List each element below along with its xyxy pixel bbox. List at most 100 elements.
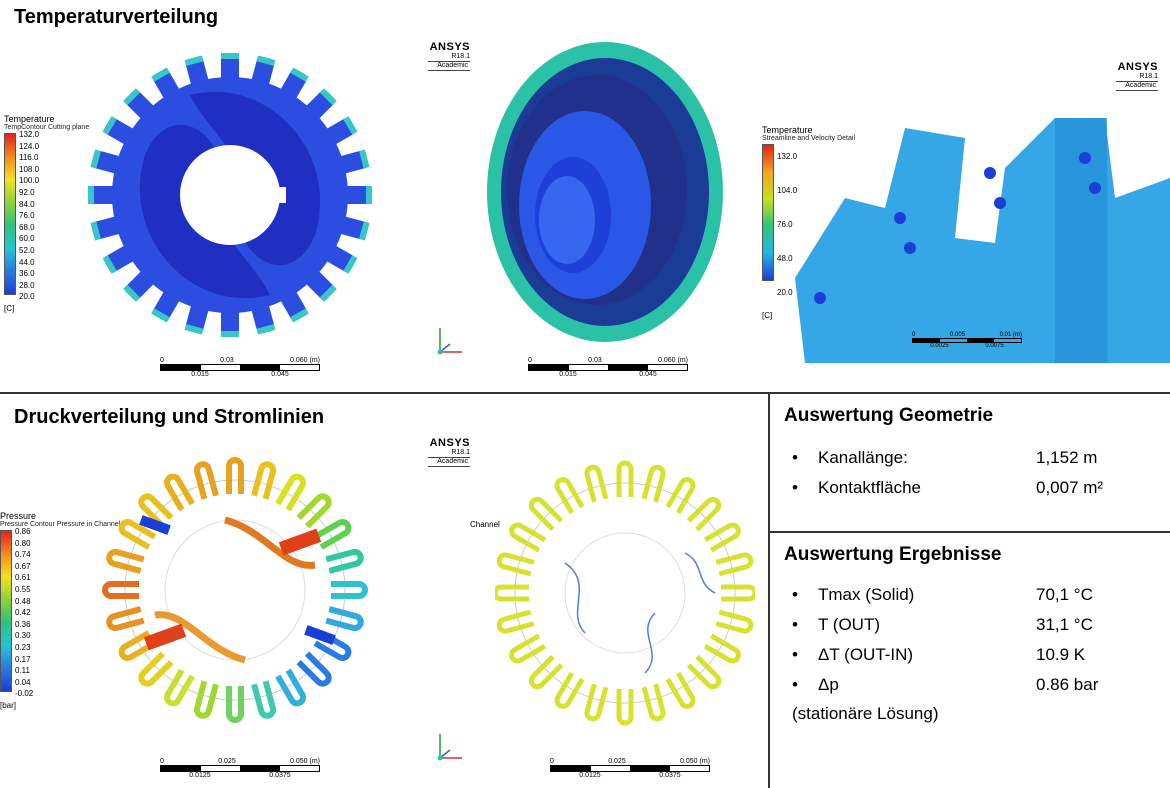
legend-tick-labels: 132.0 124.0 116.0 108.0 100.0 92.0 84.0 76.0 68.…: [19, 129, 39, 303]
results-panel: Auswertung Ergebnisse • Tmax (Solid) 70,…: [784, 544, 1154, 724]
scale-tick: 0.0025: [930, 343, 949, 349]
row-value: 10.9 K: [1036, 645, 1086, 664]
legend-tick: 76.0: [19, 211, 35, 221]
row-value: 0.86 bar: [1036, 675, 1099, 694]
ansys-logo-3: ANSYS R18.1 Academic: [428, 437, 470, 467]
scale-tick: 0.015: [191, 371, 209, 378]
row-label: Tmax (Solid): [818, 585, 915, 604]
scale-tick: 0.025: [218, 758, 236, 765]
legend-color-bar: [0, 530, 12, 692]
scale-bar-5: 0 0.025 0.050 (m) 0.0125 0.0375: [550, 758, 710, 779]
geometry-panel: Auswertung Geometrie • Kanallänge: 1,152…: [784, 405, 1154, 503]
geometry-row: • Kanallänge: 1,152 m: [792, 443, 1154, 473]
legend-tick: 0.74: [15, 550, 31, 560]
scale-tick: 0.0375: [659, 772, 681, 779]
legend-tick: 60.0: [19, 234, 35, 244]
legend-tick: 104.0: [777, 186, 798, 195]
legend-tick: 44.0: [19, 257, 35, 267]
legend-color-bar: [4, 133, 16, 295]
legend-tick: 0.42: [15, 608, 31, 618]
row-label: Δp: [818, 675, 839, 694]
legend-tick: 0.86: [15, 527, 31, 536]
legend-tick: 0.36: [15, 619, 31, 629]
legend-unit: [C]: [4, 303, 15, 313]
vertical-divider: [768, 393, 770, 788]
horizontal-divider: [0, 392, 1170, 394]
ansys-logo-2: ANSYS R18.1 Academic: [1116, 61, 1158, 91]
streamline-channel-view: [495, 460, 755, 726]
legend-tick: 124.0: [19, 141, 40, 151]
bullet: •: [792, 585, 798, 604]
scale-tick: 0: [912, 332, 916, 338]
bullet: •: [792, 615, 798, 634]
legend-subtitle: TempContour Cutting plane: [4, 124, 90, 131]
scale-tick: 0.045: [639, 371, 657, 378]
legend-tick: 0.17: [15, 654, 31, 664]
scale-tick: 0.060 (m): [290, 357, 320, 364]
legend-tick: 0.30: [15, 631, 31, 641]
legend-tick: 68.0: [19, 222, 35, 232]
row-value: 31,1 °C: [1036, 615, 1093, 634]
legend-tick: 0.67: [15, 561, 31, 571]
temperature-legend-streamline: Temperature Streamline and Velocity Deta…: [762, 126, 855, 322]
scale-tick: 0.050 (m): [680, 758, 710, 765]
bullet: •: [792, 448, 798, 467]
legend-tick: 0.55: [15, 584, 31, 594]
row-value: 0,007 m²: [1036, 478, 1104, 497]
row-value: 1,152 m: [1036, 448, 1098, 467]
gear-cutting-plane-view: [88, 53, 372, 337]
legend-tick-labels: 0.86 0.80 0.74 0.67 0.61 0.55 0.48 0.42 0.36 0.30…: [15, 526, 33, 700]
row-value: 70,1 °C: [1036, 585, 1093, 604]
scale-bar-3: 0 0.005 0.01 (m) 0.0025 0.0075: [912, 332, 1022, 349]
scale-tick: 0.01 (m): [999, 332, 1022, 338]
streamline-detail-view: [795, 118, 1170, 363]
legend-tick: 116.0: [19, 153, 39, 163]
legend-tick: 0.23: [15, 642, 31, 652]
channel-label: Channel: [470, 520, 500, 529]
gear-3d-view: [487, 42, 723, 342]
legend-tick: 52.0: [19, 245, 35, 255]
scale-tick: 0.03: [220, 357, 234, 364]
legend-tick: 0.48: [15, 596, 31, 606]
temperature-legend-cutting-plane: Temperature TempContour Cutting plane 13…: [4, 115, 89, 315]
legend-tick: 76.0: [777, 220, 793, 229]
scale-bar-2: 0 0.03 0.060 (m) 0.015 0.045: [528, 357, 688, 378]
legend-tick: 132.0: [777, 152, 798, 161]
results-divider: [768, 531, 1170, 533]
scale-bar-1: 0 0.03 0.060 (m) 0.015 0.045: [160, 357, 320, 378]
legend-tick: 132.0: [19, 130, 40, 139]
scale-tick: 0: [550, 758, 554, 765]
scale-tick: 0.0125: [189, 772, 211, 779]
ansys-logo-1: ANSYS R18.1 Academic: [428, 41, 470, 71]
legend-unit: [bar]: [0, 700, 17, 710]
scale-tick: 0: [528, 357, 532, 364]
section-title-pressure: Druckverteilung und Stromlinien: [14, 406, 325, 428]
results-row: • T (OUT) 31,1 °C: [792, 610, 1154, 640]
legend-tick: 84.0: [19, 199, 35, 209]
scale-tick: 0.0125: [579, 772, 601, 779]
legend-tick: 20.0: [19, 292, 35, 302]
legend-subtitle: Pressure Contour Pressure in Channels: [0, 521, 124, 528]
scale-bar-4: 0 0.025 0.050 (m) 0.0125 0.0375: [160, 758, 320, 779]
legend-tick: 28.0: [19, 280, 35, 290]
row-label: Kanallänge:: [818, 448, 908, 467]
scale-tick: 0.0075: [985, 343, 1004, 349]
bullet: •: [792, 645, 798, 664]
scale-tick: 0: [160, 758, 164, 765]
legend-color-bar: [762, 144, 774, 281]
scale-tick: 0.005: [949, 332, 965, 338]
legend-tick-labels: 132.0 104.0 76.0 48.0 20.0: [777, 140, 797, 310]
legend-tick: 0.04: [15, 677, 31, 687]
bullet: •: [792, 675, 798, 694]
legend-tick: 0.61: [15, 573, 31, 583]
legend-title: Temperature: [4, 114, 55, 124]
legend-unit: [C]: [762, 311, 773, 320]
legend-tick: 36.0: [19, 269, 35, 279]
scale-tick: 0.015: [559, 371, 577, 378]
legend-tick: 108.0: [19, 164, 40, 174]
scale-tick: 0.050 (m): [290, 758, 320, 765]
row-label: Kontaktfläche: [818, 478, 922, 497]
legend-subtitle: Streamline and Velocity Detail: [762, 135, 855, 142]
results-title: Auswertung Ergebnisse: [784, 544, 1002, 565]
geometry-row: • Kontaktfläche 0,007 m²: [792, 473, 1154, 503]
